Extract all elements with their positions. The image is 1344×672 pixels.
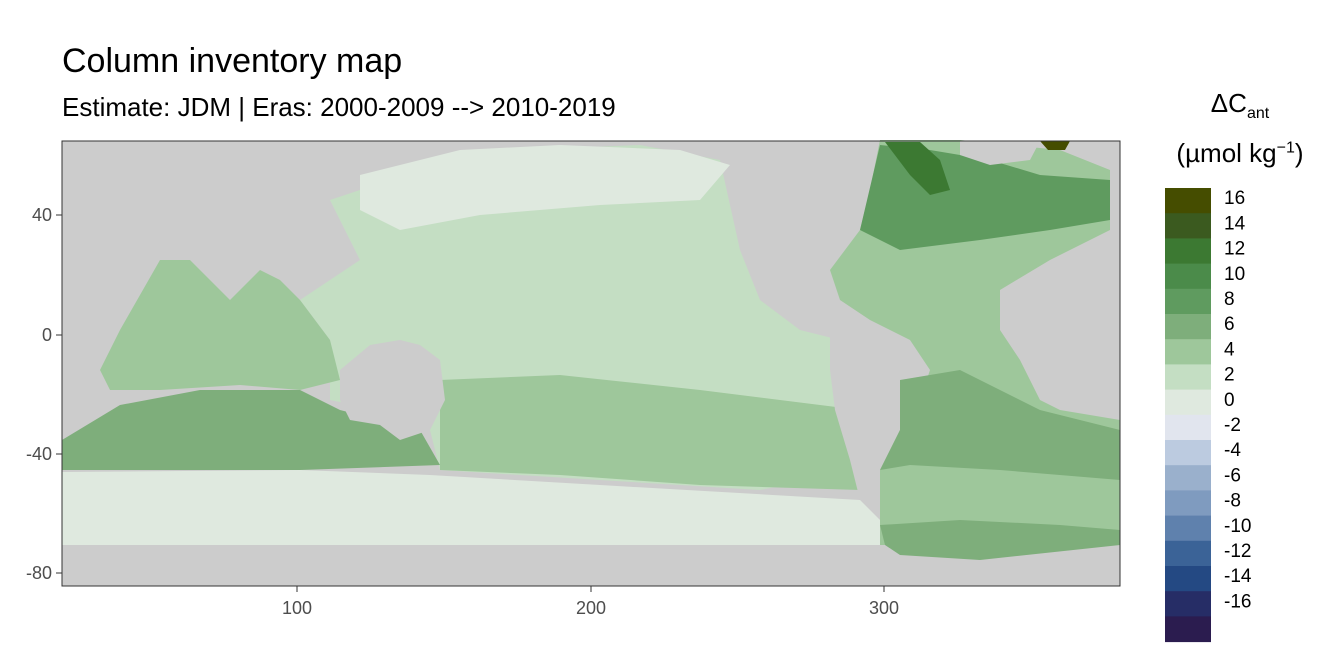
legend-unit: (µmol kg−1) [1150, 138, 1330, 169]
south-pacific-band [440, 375, 860, 490]
legend-subscript: ant [1246, 105, 1270, 123]
south-atlantic-band [880, 370, 1120, 480]
legend-label: 8 [1224, 289, 1235, 310]
south-america [830, 320, 930, 500]
legend-title: ΔCant [1160, 88, 1320, 123]
labrador-sea [885, 142, 950, 195]
x-tick-label: 100 [282, 598, 312, 618]
legend-label: -2 [1224, 415, 1241, 436]
legend-swatch [1165, 389, 1211, 416]
africa [1000, 280, 1120, 410]
legend-swatch [1165, 288, 1211, 315]
legend-swatch [1165, 490, 1211, 517]
legend-label: 0 [1224, 390, 1235, 411]
legend-swatch [1165, 616, 1211, 643]
legend-label: 4 [1224, 339, 1235, 360]
legend-label: -6 [1224, 465, 1241, 486]
legend-unit-open: (µmol kg [1176, 138, 1277, 168]
legend-swatch [1165, 566, 1211, 592]
legend-label: -4 [1224, 440, 1241, 461]
legend-swatch [1165, 188, 1211, 214]
legend-swatch [1165, 440, 1211, 466]
legend-label: 12 [1224, 239, 1245, 260]
legend-unit-close: ) [1294, 138, 1304, 168]
legend-label: -14 [1224, 566, 1252, 587]
legend-label: -10 [1224, 516, 1251, 537]
x-tick-label: 300 [869, 598, 899, 618]
legend-swatch [1165, 213, 1211, 239]
y-tick-label: -80 [26, 563, 52, 583]
legend-colorbar: 16 14 12 10 8 6 4 2 0 -2 -4 -6 -8 -10 -12 -14 -16 [1165, 188, 1252, 643]
y-tick-label: -40 [26, 444, 52, 464]
x-tick-label: 200 [576, 598, 606, 618]
legend-swatch [1165, 263, 1211, 290]
map-subtitle: Estimate: JDM | Eras: 2000-2009 --> 2010… [62, 92, 616, 122]
legend-swatch [1165, 540, 1211, 567]
legend-swatch [1165, 515, 1211, 542]
y-axis: 40 0 -40 -80 [26, 205, 62, 583]
legend-swatch [1165, 591, 1211, 617]
legend-label: 2 [1224, 365, 1235, 386]
arctic-corner [1040, 141, 1070, 150]
greenland [960, 141, 1040, 165]
indian-ocean [100, 260, 340, 390]
map-title: Column inventory map [62, 42, 403, 80]
weddell-sea [880, 520, 1120, 560]
legend-label: 10 [1224, 264, 1245, 285]
legend-swatch [1165, 238, 1211, 265]
legend-swatch [1165, 339, 1211, 365]
legend-label: -8 [1224, 491, 1241, 512]
legend-label: 16 [1224, 188, 1245, 209]
legend-unit-sup: −1 [1276, 139, 1295, 157]
legend-symbol: ΔC [1210, 88, 1247, 118]
australia [340, 340, 445, 440]
y-tick-label: 0 [42, 325, 52, 345]
legend-label: -16 [1224, 591, 1251, 612]
legend-label: -12 [1224, 541, 1251, 562]
legend-swatch [1165, 314, 1211, 340]
legend-swatch [1165, 364, 1211, 391]
legend-label: 6 [1224, 314, 1235, 335]
north-pacific [360, 145, 730, 230]
legend-label: 14 [1224, 213, 1246, 234]
southern-ocean-band [62, 470, 880, 545]
legend-swatch [1165, 465, 1211, 491]
southern-indian-band [62, 390, 440, 470]
legend-swatch [1165, 414, 1211, 441]
x-axis: 100 200 300 [282, 586, 899, 618]
y-tick-label: 40 [32, 205, 52, 225]
